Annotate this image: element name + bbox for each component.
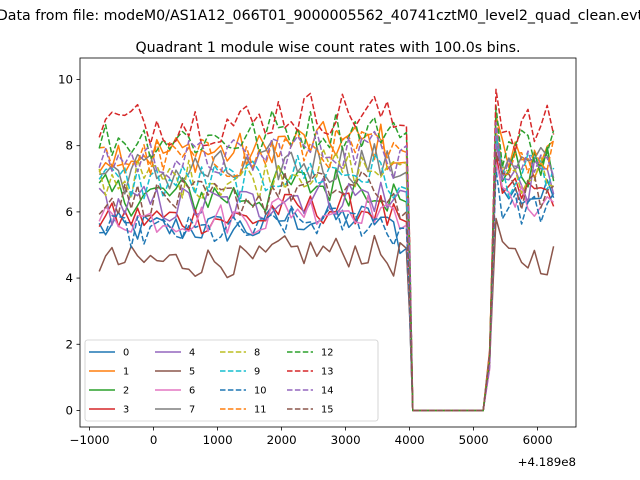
legend-label-0: 0 <box>123 348 129 359</box>
legend-label-5: 5 <box>189 367 195 378</box>
x-tick-label: 6000 <box>523 433 553 447</box>
x-tick-label: 5000 <box>459 433 489 447</box>
legend-label-13: 13 <box>321 367 333 378</box>
x-offset-label: +4.189e8 <box>518 455 576 469</box>
legend-label-11: 11 <box>254 405 266 416</box>
y-tick-label: 8 <box>65 139 73 153</box>
chart-title: Quadrant 1 module wise count rates with … <box>135 40 520 56</box>
legend-label-12: 12 <box>321 348 333 359</box>
legend-label-9: 9 <box>254 367 260 378</box>
series-line-12 <box>98 105 555 412</box>
series-line-14 <box>98 121 555 412</box>
axes-frame <box>79 57 577 428</box>
legend-label-15: 15 <box>321 405 333 416</box>
x-tick-label: 2000 <box>267 433 297 447</box>
x-tick-label: 3000 <box>331 433 361 447</box>
y-tick-label: 4 <box>65 271 73 285</box>
x-tick-label: 0 <box>150 433 158 447</box>
y-tick-label: 10 <box>58 73 73 87</box>
y-tick-label: 2 <box>65 337 73 351</box>
y-tick-label: 0 <box>65 403 73 417</box>
x-tick-label: 1000 <box>203 433 233 447</box>
series-layer <box>98 88 555 412</box>
legend-label-14: 14 <box>321 386 333 397</box>
series-line-13 <box>98 88 555 412</box>
legend-label-2: 2 <box>123 386 129 397</box>
figure-suptitle: Data from file: modeM0/AS1A12_066T01_900… <box>0 8 640 24</box>
legend-label-10: 10 <box>254 386 266 397</box>
y-tick-label: 6 <box>65 205 73 219</box>
legend-label-7: 7 <box>189 405 195 416</box>
x-tick-label: −1000 <box>70 433 110 447</box>
x-axis: −1000 0 1000 2000 3000 4000 5000 6000 <box>70 427 553 447</box>
legend-label-4: 4 <box>189 348 195 359</box>
legend-label-1: 1 <box>123 367 129 378</box>
legend-label-6: 6 <box>189 386 195 397</box>
legend-label-3: 3 <box>123 405 129 416</box>
y-axis: 0 2 4 6 8 10 <box>58 73 80 417</box>
series-line-15 <box>98 151 555 412</box>
legend-frame <box>84 339 379 422</box>
legend-label-8: 8 <box>254 348 260 359</box>
x-tick-label: 4000 <box>395 433 425 447</box>
